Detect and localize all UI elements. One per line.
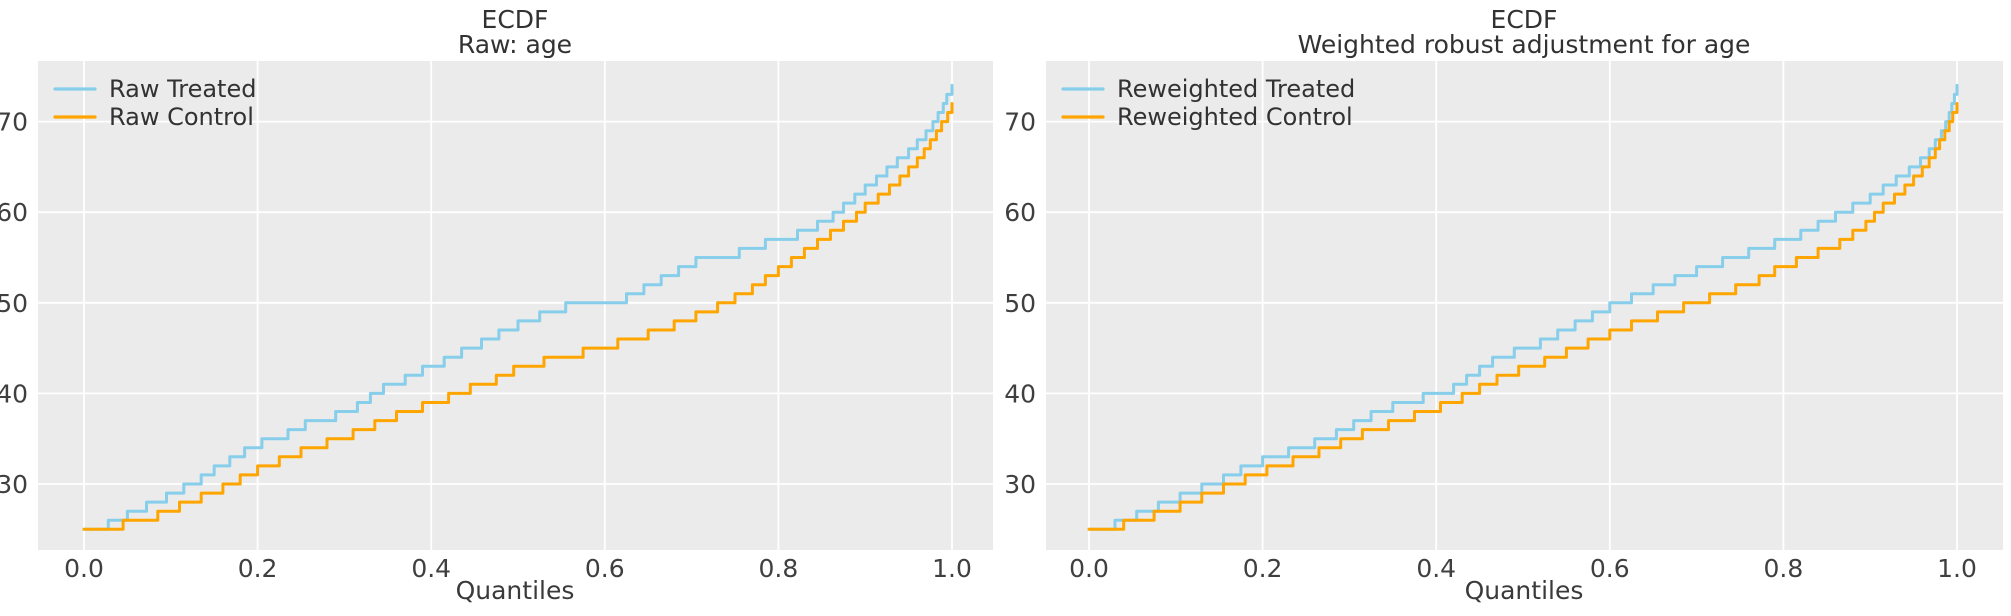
plot-raw-ecdf: 30 40 50 60 70 0.0 0.2 0.4 0.6 0.8 1.0 Raw TreatedR… <box>0 61 993 583</box>
plot-background <box>1046 61 2003 550</box>
legend-label-raw-treated: Raw Treated <box>109 75 256 103</box>
x-tick-label: 1.0 <box>932 554 972 583</box>
y-tick-label: 70 <box>0 108 28 137</box>
legend-label-raw-control: Raw Control <box>109 103 254 131</box>
y-tick-label: 70 <box>1004 108 1036 137</box>
plot-subtitle: Weighted robust adjustment for age <box>1298 30 1751 59</box>
x-tick-label: 0.4 <box>1416 554 1456 583</box>
y-tick-label: 50 <box>0 289 28 318</box>
y-tick-label: 40 <box>0 379 28 408</box>
x-tick-label: 0.2 <box>1243 554 1283 583</box>
series-line-reweighted-control <box>1087 102 1959 531</box>
plot-weighted-ecdf: 30 40 50 60 70 0.0 0.2 0.4 0.6 0.8 1.0 Reweighted T… <box>1004 61 2003 583</box>
y-tick-label: 30 <box>0 470 28 499</box>
x-tick-label: 0.8 <box>759 554 799 583</box>
legend-label-reweighted-control: Reweighted Control <box>1117 103 1353 131</box>
plot-subtitle: Raw: age <box>458 30 572 59</box>
plot-title: ECDF <box>482 5 549 34</box>
y-tick-label: 60 <box>1004 198 1036 227</box>
legend-label-reweighted-treated: Reweighted Treated <box>1117 75 1355 103</box>
x-tick-label: 0.4 <box>411 554 451 583</box>
series-line-raw-control <box>82 102 954 531</box>
series-line-raw-treated <box>82 83 954 531</box>
x-axis-label: Quantiles <box>456 576 575 605</box>
series-line-reweighted-treated <box>1087 83 1959 531</box>
y-tick-label: 30 <box>1004 470 1036 499</box>
x-tick-label: 0.2 <box>238 554 278 583</box>
y-tick-label: 50 <box>1004 289 1036 318</box>
x-tick-label: 0.0 <box>1069 554 1109 583</box>
x-tick-label: 0.6 <box>585 554 625 583</box>
plot-title: ECDF <box>1491 5 1558 34</box>
x-tick-label: 0.6 <box>1590 554 1630 583</box>
x-tick-label: 0.0 <box>64 554 104 583</box>
x-tick-label: 0.8 <box>1764 554 1804 583</box>
x-axis-label: Quantiles <box>1465 576 1584 605</box>
y-tick-label: 40 <box>1004 379 1036 408</box>
plot-background <box>38 61 993 550</box>
y-tick-label: 60 <box>0 198 28 227</box>
x-tick-label: 1.0 <box>1937 554 1977 583</box>
